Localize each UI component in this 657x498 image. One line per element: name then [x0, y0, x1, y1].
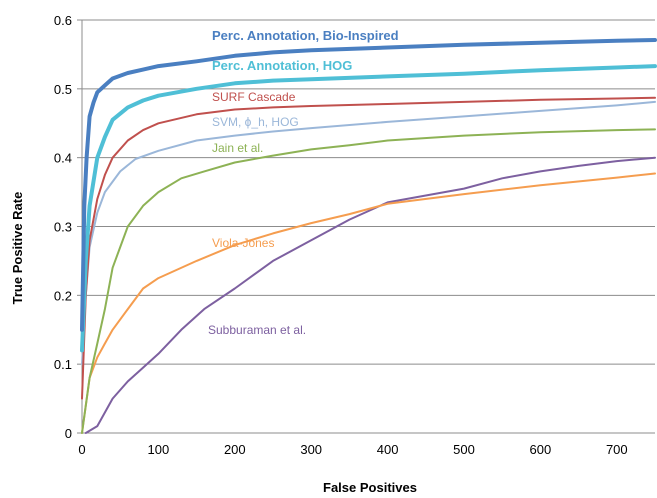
series-labels: Perc. Annotation, Bio-Inspired Perc. Anno…	[208, 28, 399, 337]
series-line-3	[81, 100, 656, 366]
series-label-4: Jain et al.	[212, 141, 263, 155]
x-tick-label: 400	[377, 442, 399, 457]
tick-labels: 0 100 200 300 400 500 600 700 0 0.1 0.2 0.3 0.4 0.5 0.…	[54, 13, 628, 457]
series-lines	[80, 38, 657, 434]
x-axis-title: False Positives	[323, 480, 417, 495]
x-tick-label: 200	[224, 442, 246, 457]
x-tick-label: 100	[148, 442, 170, 457]
series-line-2	[81, 96, 656, 400]
y-tick-label: 0.4	[54, 151, 72, 166]
y-axis-title: True Positive Rate	[10, 192, 25, 305]
series-line-0	[80, 38, 657, 332]
y-tick-label: 0.3	[54, 220, 72, 235]
series-line-5	[81, 172, 656, 434]
series-line-1	[80, 64, 657, 353]
y-tick-label: 0	[65, 426, 72, 441]
series-line-6	[84, 156, 656, 434]
series-label-5: Viola-Jones	[212, 236, 274, 250]
y-tick-label: 0.2	[54, 288, 72, 303]
x-tick-label: 500	[453, 442, 475, 457]
series-label-6: Subburaman et al.	[208, 323, 306, 337]
y-tick-label: 0.6	[54, 13, 72, 28]
x-tick-label: 700	[606, 442, 628, 457]
x-tick-label: 600	[530, 442, 552, 457]
x-tick-label: 300	[300, 442, 322, 457]
series-label-0: Perc. Annotation, Bio-Inspired	[212, 28, 399, 43]
y-tick-label: 0.1	[54, 357, 72, 372]
series-line-4	[81, 128, 656, 434]
series-label-2: SURF Cascade	[212, 90, 296, 104]
series-label-3: SVM, ϕ_h, HOG	[212, 115, 299, 129]
y-tick-label: 0.5	[54, 82, 72, 97]
x-tick-label: 0	[78, 442, 85, 457]
grid-lines	[82, 19, 655, 365]
series-label-1: Perc. Annotation, HOG	[212, 58, 352, 73]
